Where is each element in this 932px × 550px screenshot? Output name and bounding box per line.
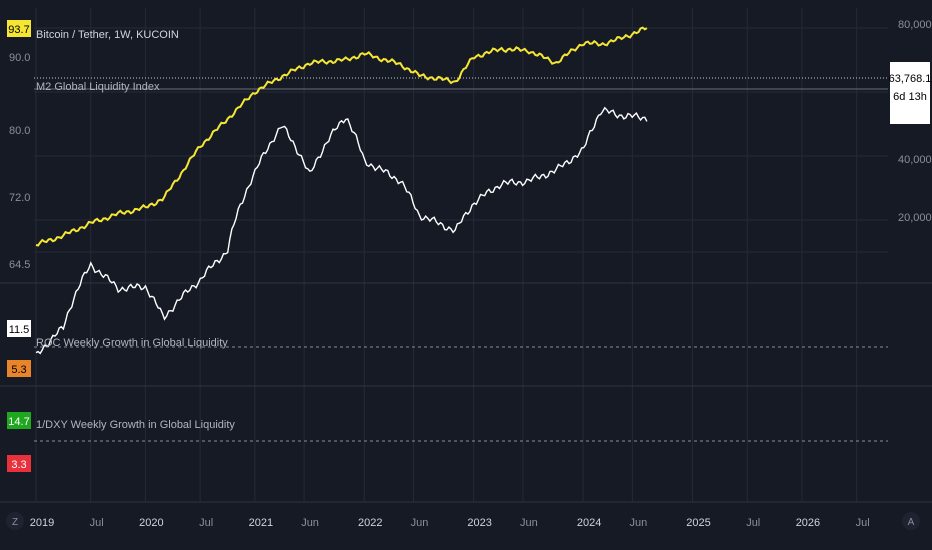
dxy-value-badge bbox=[7, 412, 31, 429]
x-tick-label: Jul bbox=[199, 517, 213, 529]
x-tick-label: 2021 bbox=[249, 517, 273, 529]
auto-scale-left-label: Z bbox=[12, 517, 18, 528]
dxy-value-badge-text: 14.7 bbox=[8, 416, 29, 428]
left-tick-label: 64.5 bbox=[9, 259, 30, 271]
x-tick-label: Jun bbox=[520, 517, 538, 529]
right-price-scale[interactable]: 80,000.0 40,000.0 20,000.0 63,768.1 6d 1… bbox=[889, 19, 932, 224]
x-tick-label: 2022 bbox=[358, 517, 382, 529]
m2-value-badge bbox=[7, 20, 31, 37]
right-tick-label: 80,000.0 bbox=[898, 19, 932, 31]
x-tick-label: 2023 bbox=[467, 517, 491, 529]
left-tick-label: 72.0 bbox=[9, 192, 30, 204]
indicator-title: M2 Global Liquidity Index bbox=[36, 81, 160, 93]
m2-value-badge-text: 93.7 bbox=[8, 24, 29, 36]
symbol-title: Bitcoin / Tether, 1W, KUCOIN bbox=[36, 29, 179, 41]
last-price-tag bbox=[890, 62, 930, 124]
x-tick-label: Jul bbox=[90, 517, 104, 529]
time-axis[interactable]: Z A 2019 Jul 2020 Jul 2021 Jun 2022 Jun 2023 Jun 2… bbox=[6, 512, 920, 530]
x-tick-label: Jun bbox=[301, 517, 319, 529]
btc-price-series[interactable] bbox=[35, 106, 648, 355]
left-price-scale[interactable]: 93.7 90.0 80.0 72.0 64.5 11.5 5.3 14.7 3… bbox=[7, 20, 31, 472]
left-tick-label: 90.0 bbox=[9, 52, 30, 64]
roc-value-badge bbox=[7, 320, 31, 337]
m2-liquidity-series[interactable] bbox=[35, 26, 648, 247]
auto-scale-left-button[interactable] bbox=[6, 512, 24, 530]
right-tick-label: 20,000.0 bbox=[898, 212, 932, 224]
roc-ma-value-badge bbox=[7, 360, 31, 377]
x-tick-label: Jun bbox=[629, 517, 647, 529]
dxy-ma-value-badge bbox=[7, 455, 31, 472]
right-tick-label: 40,000.0 bbox=[898, 154, 932, 166]
pane2-title: ROC Weekly Growth in Global Liquidity bbox=[36, 337, 228, 349]
dxy-pane[interactable] bbox=[0, 404, 888, 460]
bar-countdown: 6d 13h bbox=[893, 91, 927, 103]
x-tick-label: 2025 bbox=[686, 517, 710, 529]
roc-value-badge-text: 11.5 bbox=[9, 324, 30, 336]
x-tick-label: Jun bbox=[411, 517, 429, 529]
grid-lines bbox=[34, 8, 888, 502]
x-tick-label: 2020 bbox=[139, 517, 163, 529]
roc-pane[interactable] bbox=[0, 306, 888, 371]
auto-scale-right-button[interactable] bbox=[902, 512, 920, 530]
x-tick-label: Jul bbox=[746, 517, 760, 529]
last-price-value: 63,768.1 bbox=[889, 73, 932, 85]
pane3-title: 1/DXY Weekly Growth in Global Liquidity bbox=[36, 419, 235, 431]
dxy-ma-value-badge-text: 3.3 bbox=[11, 459, 26, 471]
roc-ma-value-badge-text: 5.3 bbox=[11, 364, 26, 376]
x-tick-label: Jul bbox=[856, 517, 870, 529]
left-tick-label: 80.0 bbox=[9, 125, 30, 137]
x-tick-label: 2024 bbox=[577, 517, 601, 529]
main-pane[interactable] bbox=[34, 26, 888, 355]
auto-scale-right-label: A bbox=[908, 517, 915, 528]
x-tick-label: 2019 bbox=[30, 517, 54, 529]
x-tick-label: 2026 bbox=[796, 517, 820, 529]
